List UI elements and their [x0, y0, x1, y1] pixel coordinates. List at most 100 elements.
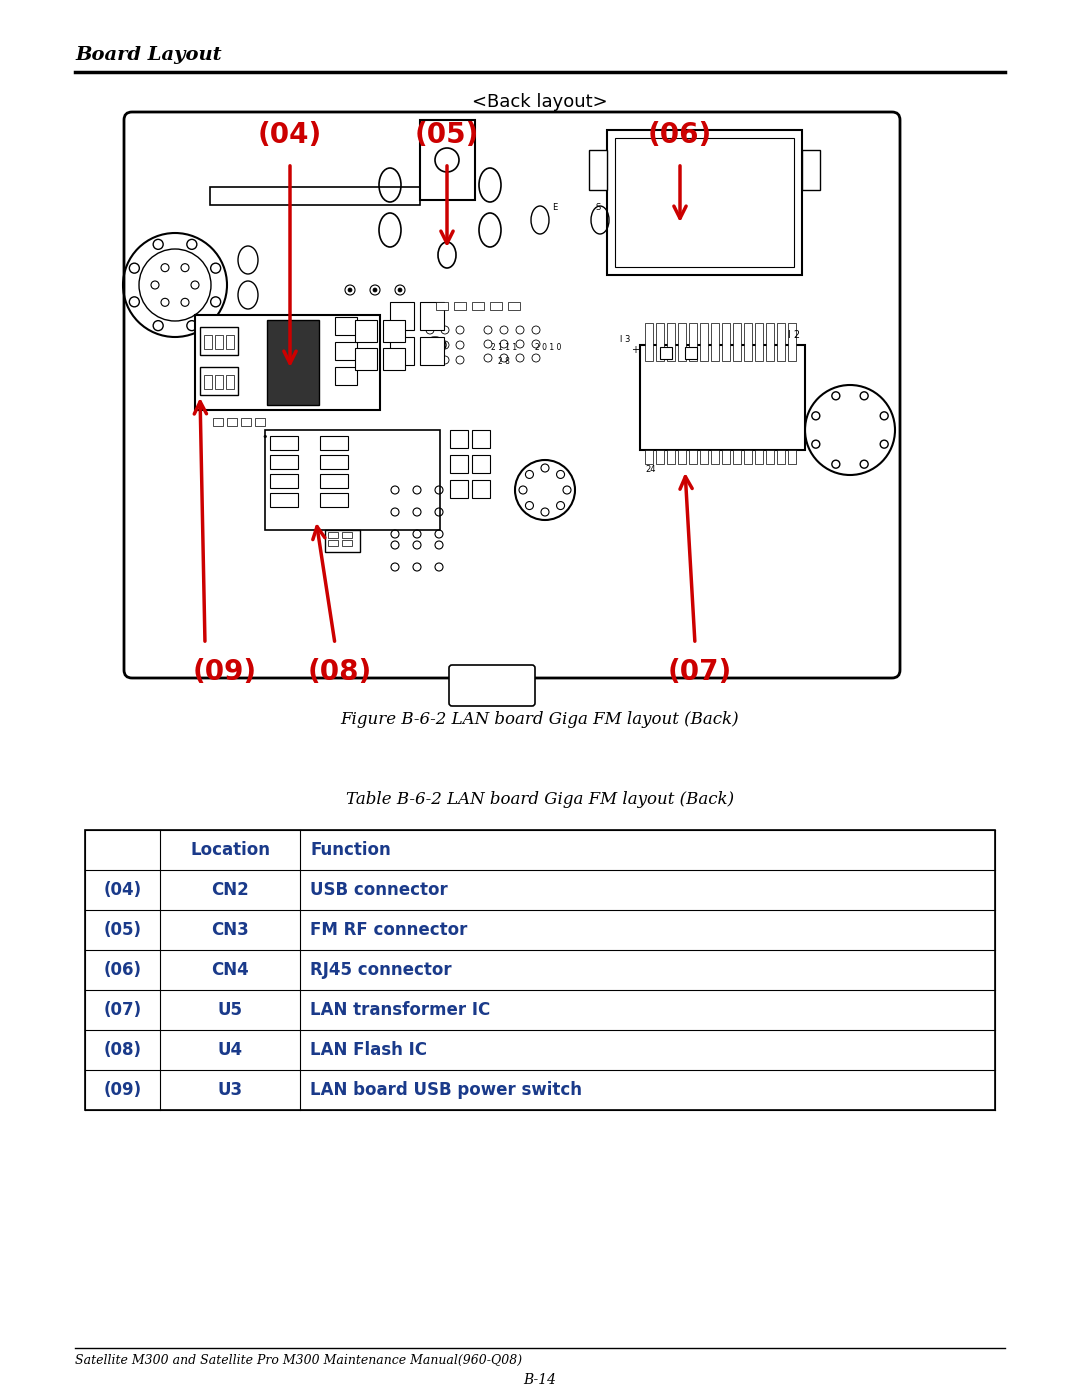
Bar: [204, 335, 212, 349]
Bar: [645, 450, 653, 464]
Bar: [788, 450, 796, 464]
Text: LAN transformer IC: LAN transformer IC: [310, 1002, 490, 1018]
Bar: [210, 187, 420, 205]
Bar: [342, 532, 352, 538]
Bar: [733, 450, 741, 464]
Bar: [450, 455, 468, 474]
Text: 2 8: 2 8: [498, 358, 510, 366]
Circle shape: [399, 288, 402, 292]
Bar: [342, 541, 352, 546]
Text: (07): (07): [667, 658, 732, 686]
Bar: [645, 323, 653, 360]
Bar: [755, 323, 762, 360]
Bar: [420, 120, 475, 200]
Circle shape: [348, 288, 352, 292]
Bar: [472, 481, 490, 497]
Bar: [700, 323, 708, 360]
Text: (05): (05): [415, 122, 480, 149]
Text: U4: U4: [217, 1041, 243, 1059]
Bar: [204, 374, 212, 388]
Text: (09): (09): [193, 658, 257, 686]
Bar: [328, 532, 338, 538]
Bar: [320, 474, 348, 488]
Text: LAN Flash IC: LAN Flash IC: [310, 1041, 427, 1059]
Text: (08): (08): [308, 658, 373, 686]
Text: Location: Location: [190, 841, 270, 859]
Bar: [472, 430, 490, 448]
Bar: [265, 430, 440, 529]
Text: l 2: l 2: [788, 330, 800, 339]
Bar: [270, 474, 298, 488]
Bar: [328, 541, 338, 546]
Bar: [420, 337, 444, 365]
Text: LAN board USB power switch: LAN board USB power switch: [310, 1081, 582, 1099]
Bar: [744, 450, 752, 464]
Bar: [200, 327, 238, 355]
Bar: [270, 436, 298, 450]
Bar: [267, 320, 319, 405]
Bar: [744, 323, 752, 360]
Text: FM RF connector: FM RF connector: [310, 921, 468, 939]
Bar: [335, 367, 357, 386]
Bar: [678, 323, 686, 360]
Bar: [490, 302, 502, 310]
Bar: [766, 323, 774, 360]
Bar: [589, 149, 607, 190]
Bar: [355, 348, 377, 370]
Text: 2 1 1 1: 2 1 1 1: [491, 344, 517, 352]
Bar: [436, 302, 448, 310]
Bar: [270, 455, 298, 469]
Text: +: +: [631, 345, 639, 355]
Bar: [733, 323, 741, 360]
Bar: [700, 450, 708, 464]
Bar: [711, 323, 719, 360]
Bar: [241, 418, 251, 426]
Text: CN2: CN2: [211, 882, 248, 900]
Bar: [667, 323, 675, 360]
Bar: [325, 529, 360, 552]
Bar: [390, 337, 414, 365]
Bar: [766, 450, 774, 464]
Text: <Back layout>: <Back layout>: [472, 94, 608, 110]
Text: Function: Function: [310, 841, 391, 859]
Text: Figure B-6-2 LAN board Giga FM layout (Back): Figure B-6-2 LAN board Giga FM layout (B…: [340, 711, 740, 728]
Bar: [383, 320, 405, 342]
Text: Board Layout: Board Layout: [75, 46, 221, 64]
Text: •: •: [261, 432, 268, 441]
Text: E: E: [552, 203, 557, 211]
FancyBboxPatch shape: [124, 112, 900, 678]
Bar: [320, 436, 348, 450]
Bar: [777, 323, 785, 360]
Text: U5: U5: [217, 1002, 243, 1018]
Text: (06): (06): [648, 122, 712, 149]
Bar: [788, 323, 796, 360]
Bar: [472, 455, 490, 474]
Bar: [270, 493, 298, 507]
Bar: [656, 323, 664, 360]
Bar: [215, 374, 222, 388]
Bar: [711, 450, 719, 464]
Bar: [255, 418, 265, 426]
Text: 24: 24: [645, 465, 656, 475]
Text: (07): (07): [104, 1002, 141, 1018]
Bar: [195, 314, 380, 409]
Bar: [660, 346, 672, 359]
Bar: [656, 450, 664, 464]
Bar: [450, 430, 468, 448]
Text: RJ45 connector: RJ45 connector: [310, 961, 451, 979]
Text: U3: U3: [217, 1081, 243, 1099]
Bar: [383, 348, 405, 370]
Bar: [85, 830, 995, 1111]
Bar: [320, 493, 348, 507]
Text: (04): (04): [258, 122, 322, 149]
Bar: [226, 374, 234, 388]
Bar: [420, 302, 444, 330]
Bar: [335, 317, 357, 335]
Bar: [723, 450, 730, 464]
Bar: [390, 302, 414, 330]
Bar: [227, 418, 237, 426]
Text: (05): (05): [104, 921, 141, 939]
Text: (06): (06): [104, 961, 141, 979]
Text: USB connector: USB connector: [310, 882, 448, 900]
Bar: [607, 130, 802, 275]
